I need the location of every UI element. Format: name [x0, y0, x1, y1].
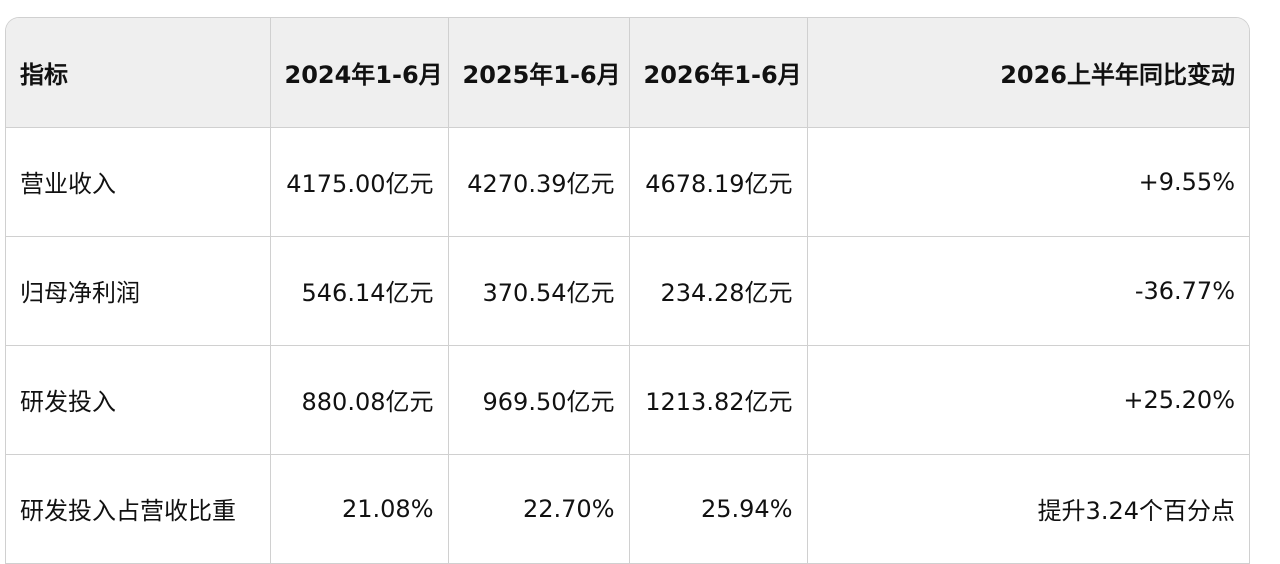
table-container: 指标 2024年1-6月 2025年1-6月 2026年1-6月 2026上半年同比变动… [5, 17, 1250, 564]
table-cell: 4270.39亿元 [448, 127, 630, 237]
table-cell: 22.70% [448, 454, 630, 564]
table-cell: 370.54亿元 [448, 236, 630, 346]
row-label: 归母净利润 [6, 236, 271, 346]
table-cell: 4175.00亿元 [270, 127, 449, 237]
table-row: 归母净利润 546.14亿元 370.54亿元 234.28亿元 -36.77% [6, 236, 1249, 346]
table-cell: 4678.19亿元 [629, 127, 808, 237]
table-cell: 880.08亿元 [270, 345, 449, 455]
header-cell: 2024年1-6月 [270, 18, 449, 128]
table-row: 研发投入 880.08亿元 969.50亿元 1213.82亿元 +25.20% [6, 345, 1249, 455]
header-row: 指标 2024年1-6月 2025年1-6月 2026年1-6月 2026上半年同比变动 [6, 18, 1249, 128]
table-cell: 21.08% [270, 454, 449, 564]
header-cell: 2026上半年同比变动 [807, 18, 1249, 128]
row-label: 研发投入 [6, 345, 271, 455]
table-body: 营业收入 4175.00亿元 4270.39亿元 4678.19亿元 +9.55% 归母净… [6, 127, 1249, 564]
row-label: 研发投入占营收比重 [6, 454, 271, 564]
table-cell: -36.77% [807, 236, 1249, 346]
table-cell: +9.55% [807, 127, 1249, 237]
table-cell: 25.94% [629, 454, 808, 564]
row-label: 营业收入 [6, 127, 271, 237]
table-row: 研发投入占营收比重 21.08% 22.70% 25.94% 提升3.24个百分点 [6, 454, 1249, 564]
table-cell: 234.28亿元 [629, 236, 808, 346]
table-cell: +25.20% [807, 345, 1249, 455]
table-cell: 546.14亿元 [270, 236, 449, 346]
table-cell: 969.50亿元 [448, 345, 630, 455]
table-row: 营业收入 4175.00亿元 4270.39亿元 4678.19亿元 +9.55% [6, 127, 1249, 237]
header-cell: 2026年1-6月 [629, 18, 808, 128]
table-cell: 提升3.24个百分点 [807, 454, 1249, 564]
table: 指标 2024年1-6月 2025年1-6月 2026年1-6月 2026上半年同比变动… [6, 18, 1249, 564]
table-cell: 1213.82亿元 [629, 345, 808, 455]
header-cell: 2025年1-6月 [448, 18, 630, 128]
header-cell: 指标 [6, 18, 271, 128]
